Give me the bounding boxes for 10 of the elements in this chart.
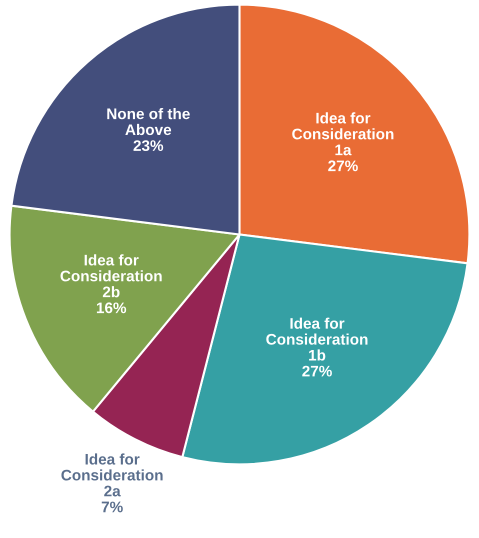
data-label: 27%	[328, 160, 358, 172]
slice-label: Idea for Consideration 1b	[266, 318, 368, 361]
data-label: 16%	[96, 302, 126, 314]
slice-label: Idea for Consideration 2a	[61, 453, 163, 496]
slice-label: None of the Above	[107, 108, 190, 136]
slice-label: Idea for Consideration 2b	[60, 254, 162, 298]
slice-label: Idea for Consideration 1a	[292, 112, 394, 156]
data-label: 23%	[134, 140, 164, 152]
data-label: 27%	[302, 366, 332, 376]
data-label: 7%	[102, 502, 123, 512]
